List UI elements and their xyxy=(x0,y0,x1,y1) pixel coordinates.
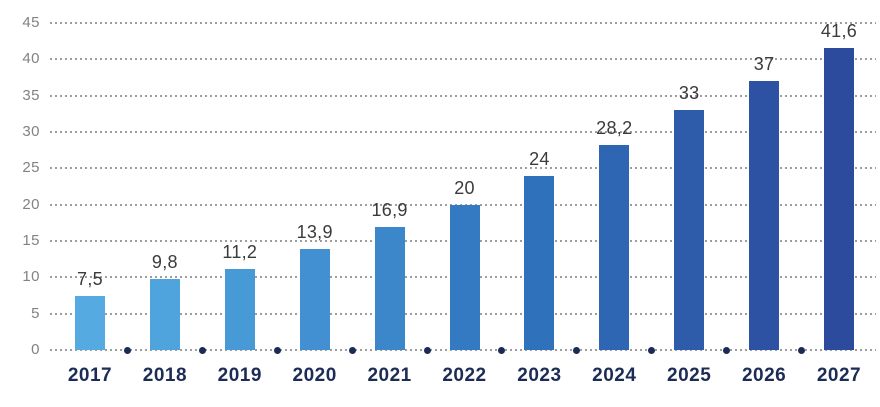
gridline-y-45 xyxy=(50,22,876,24)
x-axis-label-2022: 2022 xyxy=(442,365,487,386)
bar-2021 xyxy=(374,227,405,350)
baseline-dot xyxy=(123,346,131,354)
baseline-dot xyxy=(273,346,281,354)
x-axis-label-2024: 2024 xyxy=(592,365,637,386)
baseline-dot xyxy=(573,346,581,354)
value-label-2022: 20 xyxy=(454,177,475,198)
x-axis-label-2019: 2019 xyxy=(217,365,262,386)
value-label-2017: 7,5 xyxy=(77,268,103,289)
x-axis-label-2025: 2025 xyxy=(667,365,712,386)
bar-2025 xyxy=(674,110,705,350)
value-label-2018: 9,8 xyxy=(151,251,178,272)
baseline-dot xyxy=(723,346,731,354)
x-axis-label-2027: 2027 xyxy=(816,365,862,386)
value-label-2021: 16,9 xyxy=(371,200,408,221)
x-axis-label-2017: 2017 xyxy=(67,365,113,386)
baseline-dot xyxy=(648,346,656,354)
y-axis-tick-label: 5 xyxy=(31,304,40,322)
bar-2017 xyxy=(75,295,105,350)
bar-2023 xyxy=(524,175,555,350)
x-axis-label-2023: 2023 xyxy=(517,365,562,386)
x-axis-label-2021: 2021 xyxy=(367,365,412,386)
y-axis-tick-label: 40 xyxy=(22,50,40,68)
gridline-y-0 xyxy=(50,349,876,351)
y-axis-tick-label: 35 xyxy=(22,86,40,104)
baseline-dot xyxy=(423,346,431,354)
y-axis-tick-label: 30 xyxy=(22,123,40,140)
x-axis-label-2020: 2020 xyxy=(292,365,337,386)
y-axis-tick-label: 25 xyxy=(22,159,40,177)
bar-2027 xyxy=(824,47,854,350)
y-axis-tick-label: 45 xyxy=(22,14,40,31)
value-label-2026: 37 xyxy=(753,54,775,75)
baseline-dot xyxy=(498,346,506,354)
y-axis-tick-label: 10 xyxy=(22,268,40,286)
baseline-dot xyxy=(198,346,206,354)
value-label-2020: 13,9 xyxy=(296,221,333,242)
value-label-2024: 28,2 xyxy=(596,118,633,139)
bar-2026 xyxy=(749,81,780,350)
bar-2019 xyxy=(224,268,255,350)
x-axis-label-2018: 2018 xyxy=(142,365,188,386)
value-label-2027: 41,6 xyxy=(820,20,858,41)
bar-2022 xyxy=(449,204,480,350)
baseline-dot xyxy=(798,346,806,354)
bar-2018 xyxy=(149,278,180,350)
gridline-y-35 xyxy=(50,94,876,97)
gridline-y-30 xyxy=(50,131,876,133)
value-label-2025: 33 xyxy=(678,83,700,104)
bar-2024 xyxy=(599,145,630,350)
x-axis-label-2026: 2026 xyxy=(741,365,787,386)
value-label-2023: 24 xyxy=(529,148,550,169)
gridline-y-40 xyxy=(50,58,876,61)
y-axis-tick-label: 15 xyxy=(22,232,40,249)
baseline-dot xyxy=(348,346,356,354)
bar-2020 xyxy=(299,248,330,350)
y-axis-tick-label: 20 xyxy=(22,195,40,213)
gridline-y-25 xyxy=(50,167,876,170)
value-label-2019: 11,2 xyxy=(222,241,258,262)
y-axis-tick-label: 0 xyxy=(31,341,40,358)
